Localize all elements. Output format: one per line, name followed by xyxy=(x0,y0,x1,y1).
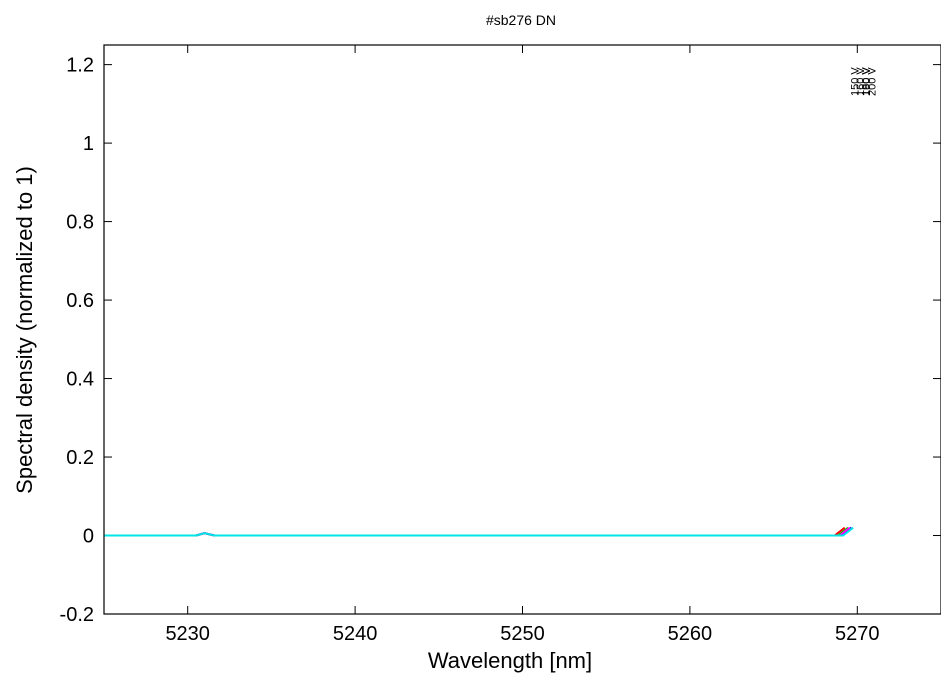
series-line xyxy=(104,526,853,537)
series-line xyxy=(104,526,851,537)
peak-label: 200 V xyxy=(867,67,879,96)
y-tick-label: 0.8 xyxy=(66,212,94,234)
y-tick-label: -0.2 xyxy=(60,604,94,626)
y-tick-label: 0 xyxy=(83,526,94,548)
x-ticks: 5230 5240 5250 5260 5270 xyxy=(165,45,880,645)
series-line xyxy=(104,526,849,537)
x-tick-label: 5270 xyxy=(835,623,880,645)
plot-series xyxy=(104,526,854,537)
y-tick-label: 0.2 xyxy=(66,447,94,469)
plot-area-frame xyxy=(103,44,941,615)
y-tick-label: 0.4 xyxy=(66,369,94,391)
chart-title: #sb276 DN xyxy=(486,12,556,28)
peak-label: 150 V xyxy=(850,67,862,96)
y-ticks: -0.2 0 0.2 0.4 0.6 0.8 1 1.2 xyxy=(60,55,941,626)
x-tick-label: 5260 xyxy=(668,623,713,645)
peak-label: 160 V xyxy=(855,67,867,96)
y-tick-label: 1.2 xyxy=(66,55,94,77)
peak-label: 190 V xyxy=(861,67,873,96)
x-tick-label: 5250 xyxy=(500,623,545,645)
y-tick-label: 0.6 xyxy=(66,290,94,312)
x-tick-label: 5230 xyxy=(165,623,210,645)
series-line xyxy=(104,526,854,537)
peak-label: 180 V xyxy=(861,67,873,96)
y-axis-label: Spectral density (normalized to 1) xyxy=(12,166,37,494)
y-tick-label: 1 xyxy=(83,133,94,155)
x-axis-label: Wavelength [nm] xyxy=(428,648,592,673)
series-line xyxy=(104,526,846,537)
x-tick-label: 5240 xyxy=(333,623,378,645)
